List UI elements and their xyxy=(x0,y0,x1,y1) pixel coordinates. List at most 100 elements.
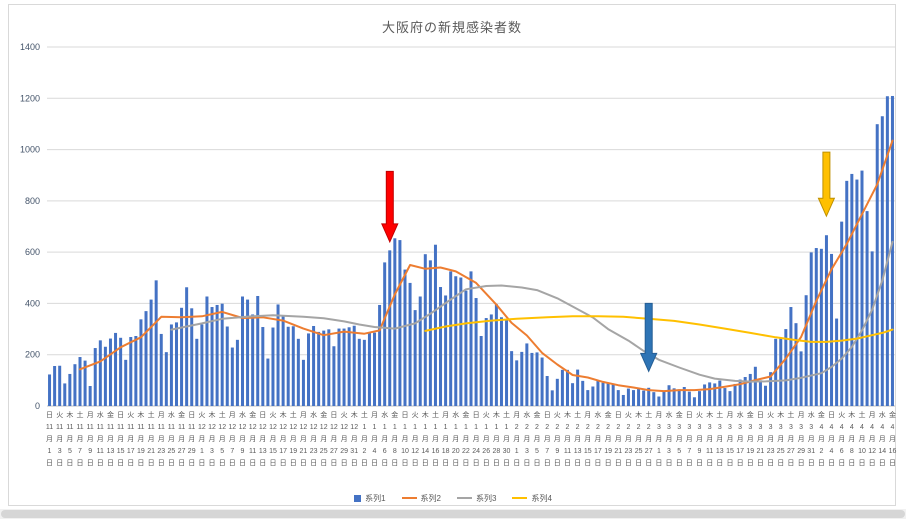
blue-down-arrow xyxy=(639,302,658,373)
x-axis-label: 火 11 月 17 日 xyxy=(127,411,135,467)
bar xyxy=(667,385,671,406)
bar xyxy=(692,397,696,406)
bar xyxy=(819,248,823,406)
x-axis-label: 火 12 月 1 日 xyxy=(198,411,206,467)
bar xyxy=(195,338,199,406)
chart-title: 大阪府の新規感染者数 xyxy=(381,20,522,35)
bar xyxy=(520,351,524,406)
legend-item-系列2[interactable]: 系列2 xyxy=(401,493,441,504)
bar xyxy=(474,298,478,406)
line-series-系列4 xyxy=(424,315,894,343)
bar xyxy=(698,391,701,406)
bar xyxy=(241,296,244,406)
bar xyxy=(378,304,382,406)
x-axis-label: 日 1 月 24 日 xyxy=(472,411,480,467)
bar xyxy=(149,299,153,406)
bar xyxy=(119,337,123,406)
bar xyxy=(301,359,305,406)
bar xyxy=(205,296,209,406)
x-axis-label: 木 3 月 25 日 xyxy=(777,410,785,467)
legend-line-swatch xyxy=(512,497,528,499)
legend: 系列1 系列2 系列3 系列4 xyxy=(0,491,906,505)
bar xyxy=(327,329,331,406)
bar xyxy=(494,304,498,406)
bar xyxy=(439,287,443,406)
bar xyxy=(190,308,194,406)
bar xyxy=(682,387,686,406)
x-axis-label: 土 3 月 13 日 xyxy=(716,410,724,467)
bar xyxy=(743,377,747,406)
x-axis-label: 金 4 月 16 日 xyxy=(889,410,897,467)
bar xyxy=(312,325,316,406)
legend-label: 系列2 xyxy=(420,493,441,503)
x-axis-label: 日 11 月 29 日 xyxy=(188,411,196,467)
bar xyxy=(362,339,366,406)
bar xyxy=(814,248,818,406)
bar xyxy=(738,379,742,406)
bar xyxy=(296,338,300,406)
bar xyxy=(291,326,295,406)
bar xyxy=(337,328,341,406)
x-axis-label: 木 1 月 14 日 xyxy=(421,410,429,467)
bar xyxy=(469,271,473,407)
bar xyxy=(159,333,163,406)
bar xyxy=(830,253,834,406)
bar xyxy=(479,336,483,406)
x-axis-label: 月 4 月 12 日 xyxy=(868,411,876,467)
bar xyxy=(631,390,635,406)
legend-label: 系列4 xyxy=(531,493,552,503)
bar xyxy=(890,95,894,406)
bar xyxy=(352,325,356,406)
bar xyxy=(855,179,859,406)
bar xyxy=(555,378,559,406)
x-axis-label: 火 3 月 23 日 xyxy=(767,411,775,467)
bar xyxy=(662,391,666,406)
x-axis-label: 金 1 月 22 日 xyxy=(462,410,470,467)
x-axis-label: 日 11 月 15 日 xyxy=(117,411,125,467)
bar xyxy=(215,304,219,406)
x-axis-label: 水 11 月 25 日 xyxy=(168,410,176,467)
bar xyxy=(804,295,808,406)
bar xyxy=(657,396,661,406)
x-axis-label: 水 3 月 17 日 xyxy=(736,410,744,467)
bar xyxy=(540,357,544,406)
bar xyxy=(367,332,371,406)
y-axis-label: 600 xyxy=(25,247,40,257)
legend-label: 系列3 xyxy=(476,493,497,503)
legend-item-系列4[interactable]: 系列4 xyxy=(512,493,552,504)
x-axis-label: 月 11 月 9 日 xyxy=(87,411,94,467)
bar xyxy=(332,346,336,406)
bar xyxy=(860,170,864,406)
horizontal-scrollbar-thumb[interactable] xyxy=(1,510,905,518)
bar xyxy=(626,388,630,406)
x-axis-label: 水 12 月 9 日 xyxy=(239,410,247,467)
red-down-arrow xyxy=(381,170,399,244)
bar xyxy=(601,382,605,406)
bar xyxy=(758,380,762,406)
bar xyxy=(281,315,285,406)
bar xyxy=(433,244,437,406)
x-axis-label: 土 3 月 27 日 xyxy=(787,410,795,467)
horizontal-scrollbar[interactable] xyxy=(0,509,906,519)
chart-object[interactable]: 大阪府の新規感染者数 xyxy=(8,4,896,506)
bar xyxy=(73,364,77,406)
bar xyxy=(398,240,402,406)
legend-item-系列1[interactable]: 系列1 xyxy=(354,493,386,504)
x-axis-label: 日 12 月 27 日 xyxy=(330,411,338,467)
bar xyxy=(637,388,641,406)
y-axis-label: 1200 xyxy=(20,93,40,103)
bar xyxy=(413,310,417,406)
bar xyxy=(114,332,118,406)
legend-item-系列3[interactable]: 系列3 xyxy=(457,493,496,504)
bar xyxy=(687,391,691,406)
bar xyxy=(769,372,773,406)
bar xyxy=(733,383,737,406)
bar xyxy=(464,290,468,406)
x-axis-label: 水 3 月 31 日 xyxy=(807,410,815,467)
